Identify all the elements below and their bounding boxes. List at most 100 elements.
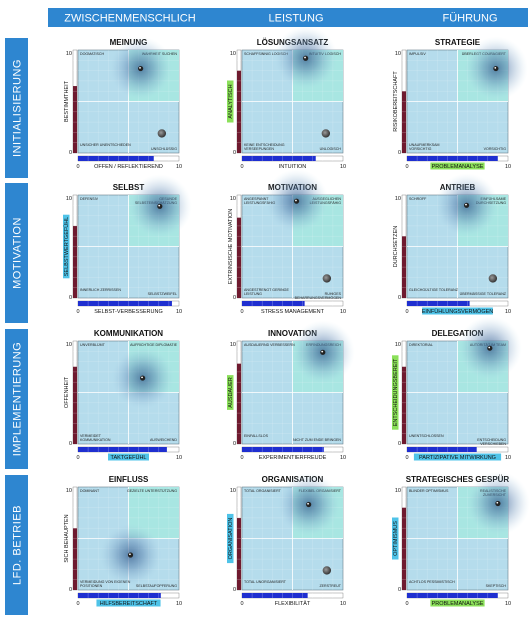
y-tick-bottom: 0 xyxy=(69,150,72,156)
horizontal-bar-fill xyxy=(78,301,172,306)
y-tick-bottom: 0 xyxy=(69,441,72,447)
y-tick-top: 10 xyxy=(230,488,236,494)
data-point xyxy=(493,65,499,72)
data-point xyxy=(306,501,312,508)
data-point xyxy=(138,65,144,72)
row-label-bg-2 xyxy=(5,329,28,469)
corner-label-bl: VERMEIDUNG VON EIGENEN POSITIONEN xyxy=(80,580,131,588)
y-tick-top: 10 xyxy=(66,51,72,57)
x-tick-right: 10 xyxy=(505,309,511,315)
row-label-bg-1 xyxy=(5,183,28,323)
corner-label-tl: SCHAFFSINNIG LOGISCH xyxy=(244,52,288,56)
x-axis-label: PARTIZIPATIVE MITWIRKUNG xyxy=(419,455,496,461)
corner-label-tl: ANGESPANNT LEISTUNGSFÄHIG xyxy=(244,197,276,205)
y-tick-bottom: 0 xyxy=(69,587,72,593)
y-axis-label: OFFENHEIT xyxy=(64,376,70,408)
data-point-highlight xyxy=(321,350,324,353)
chart-1: LÖSUNGSANSATZSCHAFFSINNIG LOGISCHINTUITI… xyxy=(227,26,346,170)
corner-label-tl: IMPULSIV xyxy=(409,52,426,56)
y-axis-label: BESTIMMTHEIT xyxy=(64,80,70,122)
y-axis-label: SICH BEHAUPTEN xyxy=(64,514,70,562)
x-label-highlight xyxy=(108,453,149,461)
corner-label-br: UNLOGISCH xyxy=(320,147,342,151)
x-tick-left: 0 xyxy=(405,309,408,315)
data-point-secondary xyxy=(322,274,332,283)
y-label-highlight xyxy=(63,214,70,279)
column-headers: ZWISCHENMENSCHLICH LEISTUNG FÜHRUNG xyxy=(48,8,528,27)
data-point xyxy=(293,198,300,204)
corner-label-tl: DEFENSIV xyxy=(80,197,99,201)
corner-label-bl: UNENTSCHLOSSEN xyxy=(409,434,444,438)
y-tick-top: 10 xyxy=(395,342,401,348)
horizontal-bar-fill xyxy=(78,447,167,452)
x-label-highlight xyxy=(96,599,161,607)
horizontal-bar-fill xyxy=(242,447,324,452)
x-tick-left: 0 xyxy=(76,309,79,315)
y-tick-top: 10 xyxy=(395,51,401,57)
y-tick-bottom: 0 xyxy=(398,295,401,301)
horizontal-bar-fill xyxy=(78,156,154,161)
y-tick-top: 10 xyxy=(395,488,401,494)
x-label-highlight xyxy=(430,599,485,607)
x-tick-left: 0 xyxy=(240,455,243,461)
corner-label-br: ÜBERMÄSSIGE TOLERANZ xyxy=(460,292,507,296)
x-tick-right: 10 xyxy=(340,601,346,607)
data-point xyxy=(140,375,146,381)
data-point-highlight xyxy=(141,376,143,379)
corner-label-br: SELBSTZWEIFEL xyxy=(148,292,177,296)
corner-label-bl: INNERLICH ZERRISSEN xyxy=(80,288,121,292)
data-point xyxy=(303,55,309,61)
x-axis-label: EINFÜHLUNGSVERMÖGEN xyxy=(422,308,494,315)
x-tick-left: 0 xyxy=(76,455,79,461)
x-label-highlight xyxy=(413,453,502,461)
chart-title: DELEGATION xyxy=(432,329,484,338)
chart-title: INNOVATION xyxy=(268,329,317,338)
y-tick-bottom: 0 xyxy=(69,295,72,301)
column-header-0: ZWISCHENMENSCHLICH xyxy=(64,13,195,25)
x-tick-right: 10 xyxy=(176,455,182,461)
x-axis-label: PROBLEMANALYSE xyxy=(432,164,484,170)
chart-0: MEINUNGDOGMATISCHWAHRHEIT SUCHENUNSICHER… xyxy=(64,36,182,170)
chart-title: STRATEGIE xyxy=(435,38,481,47)
x-tick-right: 10 xyxy=(176,164,182,170)
row-label-1: MOTIVATION xyxy=(12,217,24,289)
corner-label-bl: KEINE ENTSCHEIDUNG VERSEEPUNGEN xyxy=(244,143,285,151)
corner-label-bl: UNAUFMERKSAM VORSICHTIG xyxy=(409,143,440,151)
x-tick-right: 10 xyxy=(505,455,511,461)
horizontal-bar-fill xyxy=(242,156,316,161)
y-axis-label: ANALYTISCH xyxy=(228,84,234,118)
row-label-2: IMPLEMENTIERUNG xyxy=(12,342,24,456)
chart-grid: MEINUNGDOGMATISCHWAHRHEIT SUCHENUNSICHER… xyxy=(63,26,530,607)
corner-label-br: RUHIGES BEHARRUNGSVERMÖGEN xyxy=(295,292,342,300)
data-point-highlight xyxy=(295,199,297,202)
horizontal-bar-fill xyxy=(242,593,308,598)
corner-label-br: NICHT ZUM ENDE BRINGEN xyxy=(293,438,341,442)
x-tick-right: 10 xyxy=(340,455,346,461)
chart-10: ORGANISATIONTOTAL ORGANISIERTFLEXIBEL OR… xyxy=(227,472,346,607)
corner-label-bl: ANGESTRENGT GERINGE LEISTUNG xyxy=(244,288,289,296)
y-label-highlight xyxy=(227,80,234,123)
chart-8: DELEGATIONDIREKTORIALAUTORITÄT IM TEAMUN… xyxy=(392,316,522,461)
x-axis-label: FLEXIBILITÄT xyxy=(275,600,311,607)
corner-label-tl: DOMINANT xyxy=(80,489,100,493)
x-tick-left: 0 xyxy=(240,164,243,170)
chart-title: EINFLUSS xyxy=(109,475,149,484)
x-tick-right: 10 xyxy=(176,601,182,607)
corner-label-tl: TOTAL ORGANISIERT xyxy=(244,489,282,493)
chart-title: KOMMUNIKATION xyxy=(94,329,163,338)
chart-title: STRATEGISCHES GESPÜR xyxy=(406,475,510,484)
y-tick-bottom: 0 xyxy=(398,441,401,447)
chart-5: ANTRIEBSCHROFFEINFÜHLSAMEDURCHSETZUNGGLE… xyxy=(393,173,511,315)
x-tick-left: 0 xyxy=(240,309,243,315)
row-label-3: LFD. BETRIEB xyxy=(12,505,24,585)
corner-label-br: VORSICHTIG xyxy=(484,147,507,151)
x-axis-label: PROBLEMANALYSE xyxy=(432,601,484,607)
y-tick-bottom: 0 xyxy=(398,150,401,156)
y-tick-bottom: 0 xyxy=(398,587,401,593)
data-point xyxy=(320,349,326,355)
chart-9: EINFLUSS DOMINANT GEZIELTE UNTERSTÜTZUNG VE… xyxy=(64,475,182,607)
vertical-bar-fill xyxy=(237,217,241,298)
y-tick-bottom: 0 xyxy=(233,150,236,156)
corner-label-tl: DOGMATISCH xyxy=(80,52,104,56)
